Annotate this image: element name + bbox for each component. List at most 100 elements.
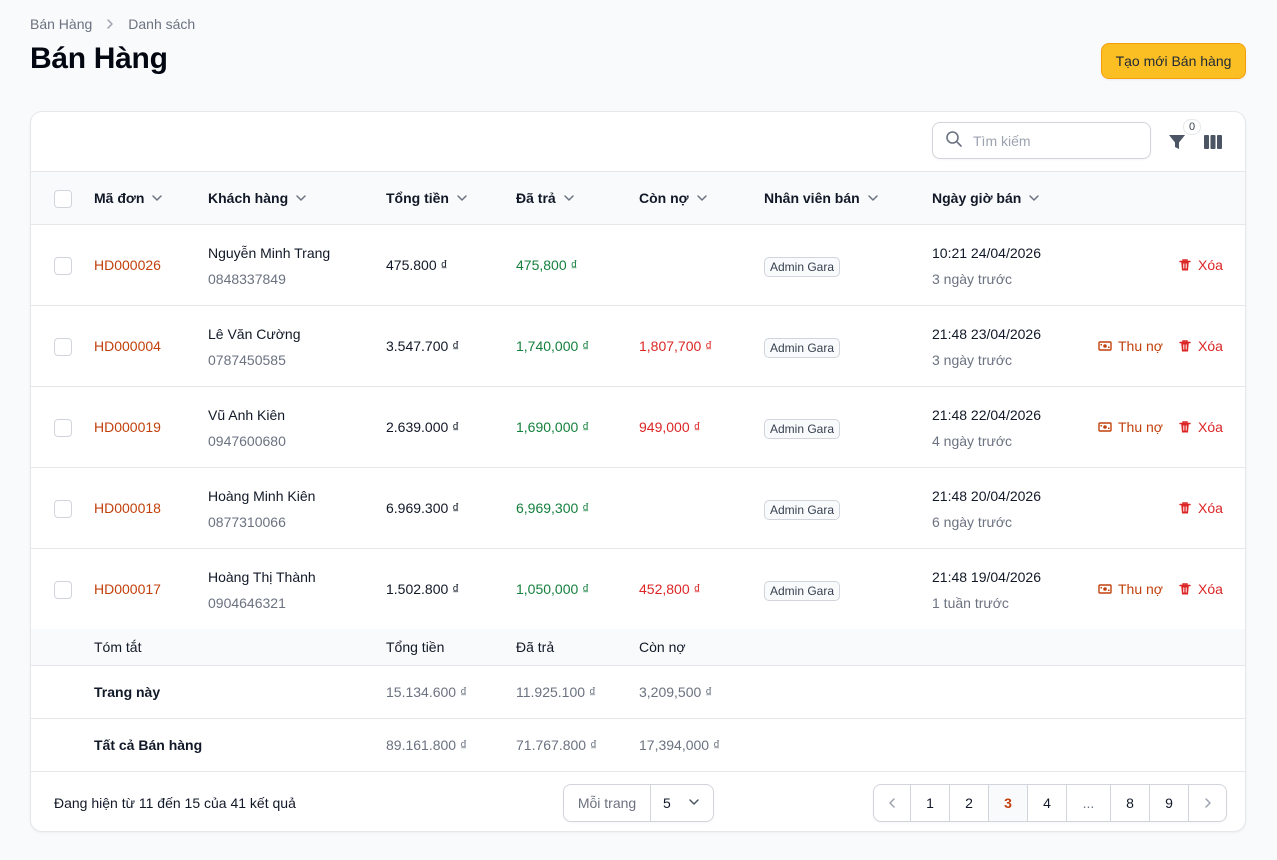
delete-button[interactable]: Xóa bbox=[1178, 338, 1223, 354]
sale-datetime: 21:48 22/04/2026 bbox=[932, 407, 1041, 423]
previous-page-button[interactable] bbox=[874, 785, 911, 821]
sale-datetime: 21:48 23/04/2026 bbox=[932, 326, 1041, 342]
table-footer: Đang hiện từ 11 đến 15 của 41 kết quả Mỗ… bbox=[31, 772, 1245, 831]
filter-icon[interactable] bbox=[1167, 132, 1187, 152]
order-total: 1.502.800 ₫ bbox=[386, 581, 460, 597]
breadcrumb: Bán Hàng Danh sách bbox=[30, 16, 195, 32]
chevron-down-icon bbox=[1027, 191, 1041, 205]
page-button[interactable]: 2 bbox=[950, 785, 989, 821]
table-row[interactable]: HD000017 Hoàng Thị Thành 0904646321 1.502.8… bbox=[31, 549, 1245, 630]
page-button[interactable]: 3 bbox=[989, 785, 1028, 821]
search-icon bbox=[945, 130, 963, 151]
summary-title: Tóm tắt bbox=[94, 639, 142, 655]
trash-icon bbox=[1178, 582, 1192, 596]
order-total: 2.639.000 ₫ bbox=[386, 419, 460, 435]
page-button[interactable]: 9 bbox=[1150, 785, 1189, 821]
customer-name: Hoàng Thị Thành bbox=[208, 569, 316, 585]
order-paid: 1,050,000 ₫ bbox=[516, 581, 590, 597]
row-checkbox[interactable] bbox=[54, 500, 72, 518]
summary-header-total: Tổng tiền bbox=[386, 639, 445, 655]
row-checkbox[interactable] bbox=[54, 257, 72, 275]
column-header-label: Khách hàng bbox=[208, 190, 289, 206]
collect-debt-button[interactable]: Thu nợ bbox=[1098, 419, 1163, 435]
row-checkbox[interactable] bbox=[54, 419, 72, 437]
column-header-date[interactable]: Ngày giờ bán bbox=[932, 172, 1041, 224]
order-code-link[interactable]: HD000004 bbox=[94, 338, 161, 354]
column-header-label: Ngày giờ bán bbox=[932, 190, 1022, 206]
page-button[interactable]: 4 bbox=[1028, 785, 1067, 821]
chevron-down-icon bbox=[695, 191, 709, 205]
search-box[interactable] bbox=[932, 122, 1151, 159]
summary-header-debt: Còn nợ bbox=[639, 639, 686, 655]
summary-row-all: Tất cả Bán hàng 89.161.800 ₫ 71.767.800 … bbox=[31, 719, 1245, 772]
column-header-debt[interactable]: Còn nợ bbox=[639, 172, 709, 224]
order-total: 6.969.300 ₫ bbox=[386, 500, 460, 516]
order-debt: 949,000 ₫ bbox=[639, 419, 701, 435]
delete-button[interactable]: Xóa bbox=[1178, 500, 1223, 516]
order-paid: 475,800 ₫ bbox=[516, 257, 578, 273]
order-debt: 452,800 ₫ bbox=[639, 581, 701, 597]
pagination: 1 2 3 4... 8 9 bbox=[873, 784, 1227, 822]
customer-name: Nguyễn Minh Trang bbox=[208, 245, 331, 261]
summary-debt: 17,394,000 ₫ bbox=[639, 737, 721, 753]
summary-header-paid: Đã trả bbox=[516, 639, 555, 655]
per-page-label: Mỗi trang bbox=[564, 785, 651, 821]
sale-relative-time: 3 ngày trước bbox=[932, 271, 1013, 287]
order-code-link[interactable]: HD000017 bbox=[94, 581, 161, 597]
delete-button[interactable]: Xóa bbox=[1178, 419, 1223, 435]
chevron-down-icon bbox=[150, 191, 164, 205]
order-code-link[interactable]: HD000019 bbox=[94, 419, 161, 435]
chevron-down-icon bbox=[294, 191, 308, 205]
order-paid: 1,690,000 ₫ bbox=[516, 419, 590, 435]
sale-relative-time: 3 ngày trước bbox=[932, 352, 1013, 368]
trash-icon bbox=[1178, 420, 1192, 434]
sale-datetime: 21:48 19/04/2026 bbox=[932, 569, 1041, 585]
customer-phone: 0848337849 bbox=[208, 271, 286, 287]
delete-button[interactable]: Xóa bbox=[1178, 257, 1223, 273]
column-header-paid[interactable]: Đã trả bbox=[516, 172, 576, 224]
column-header-total[interactable]: Tổng tiền bbox=[386, 172, 469, 224]
money-icon bbox=[1098, 582, 1112, 596]
staff-badge: Admin Gara bbox=[764, 500, 841, 520]
summary-row-this-page: Trang này 15.134.600 ₫ 11.925.100 ₫ 3,20… bbox=[31, 666, 1245, 719]
table-row[interactable]: HD000004 Lê Văn Cường 0787450585 3.547.700 … bbox=[31, 306, 1245, 387]
next-page-button[interactable] bbox=[1189, 785, 1226, 821]
collect-debt-button[interactable]: Thu nợ bbox=[1098, 581, 1163, 597]
order-code-link[interactable]: HD000018 bbox=[94, 500, 161, 516]
customer-phone: 0787450585 bbox=[208, 352, 286, 368]
table-row[interactable]: HD000019 Vũ Anh Kiên 0947600680 2.639.000 ₫… bbox=[31, 387, 1245, 468]
summary-label: Tất cả Bán hàng bbox=[94, 737, 203, 753]
summary-paid: 11.925.100 ₫ bbox=[516, 684, 597, 700]
select-all-checkbox[interactable] bbox=[54, 190, 72, 208]
columns-toggle-icon[interactable] bbox=[1203, 132, 1223, 152]
sale-datetime: 21:48 20/04/2026 bbox=[932, 488, 1041, 504]
table-row[interactable]: HD000018 Hoàng Minh Kiên 0877310066 6.969.3… bbox=[31, 468, 1245, 549]
create-sale-button[interactable]: Tạo mới Bán hàng bbox=[1101, 43, 1246, 79]
order-code-link[interactable]: HD000026 bbox=[94, 257, 161, 273]
money-icon bbox=[1098, 420, 1112, 434]
search-input[interactable] bbox=[973, 132, 1133, 149]
per-page-select[interactable]: Mỗi trang 5 bbox=[563, 784, 714, 822]
column-header-label: Tổng tiền bbox=[386, 190, 449, 206]
delete-button[interactable]: Xóa bbox=[1178, 581, 1223, 597]
per-page-value[interactable]: 5 bbox=[651, 795, 713, 812]
breadcrumb-root[interactable]: Bán Hàng bbox=[30, 16, 93, 32]
row-checkbox[interactable] bbox=[54, 338, 72, 356]
row-checkbox[interactable] bbox=[54, 581, 72, 599]
chevron-down-icon bbox=[562, 191, 576, 205]
page-button[interactable]: 8 bbox=[1111, 785, 1150, 821]
money-icon bbox=[1098, 339, 1112, 353]
delete-label: Xóa bbox=[1198, 419, 1223, 435]
column-header-customer[interactable]: Khách hàng bbox=[208, 172, 308, 224]
column-header-staff[interactable]: Nhân viên bán bbox=[764, 172, 880, 224]
page-button[interactable]: 1 bbox=[911, 785, 950, 821]
sales-table-card: 0 Mã đơn Khách hàng Tổng tiền Đã trả Còn… bbox=[30, 111, 1246, 832]
order-paid: 6,969,300 ₫ bbox=[516, 500, 590, 516]
sale-relative-time: 1 tuần trước bbox=[932, 595, 1009, 611]
collect-debt-button[interactable]: Thu nợ bbox=[1098, 338, 1163, 354]
collect-debt-label: Thu nợ bbox=[1118, 581, 1163, 597]
sale-datetime: 10:21 24/04/2026 bbox=[932, 245, 1041, 261]
page-title: Bán Hàng bbox=[30, 42, 168, 75]
table-row[interactable]: HD000026 Nguyễn Minh Trang 0848337849 475.8… bbox=[31, 225, 1245, 306]
column-header-code[interactable]: Mã đơn bbox=[94, 172, 164, 224]
